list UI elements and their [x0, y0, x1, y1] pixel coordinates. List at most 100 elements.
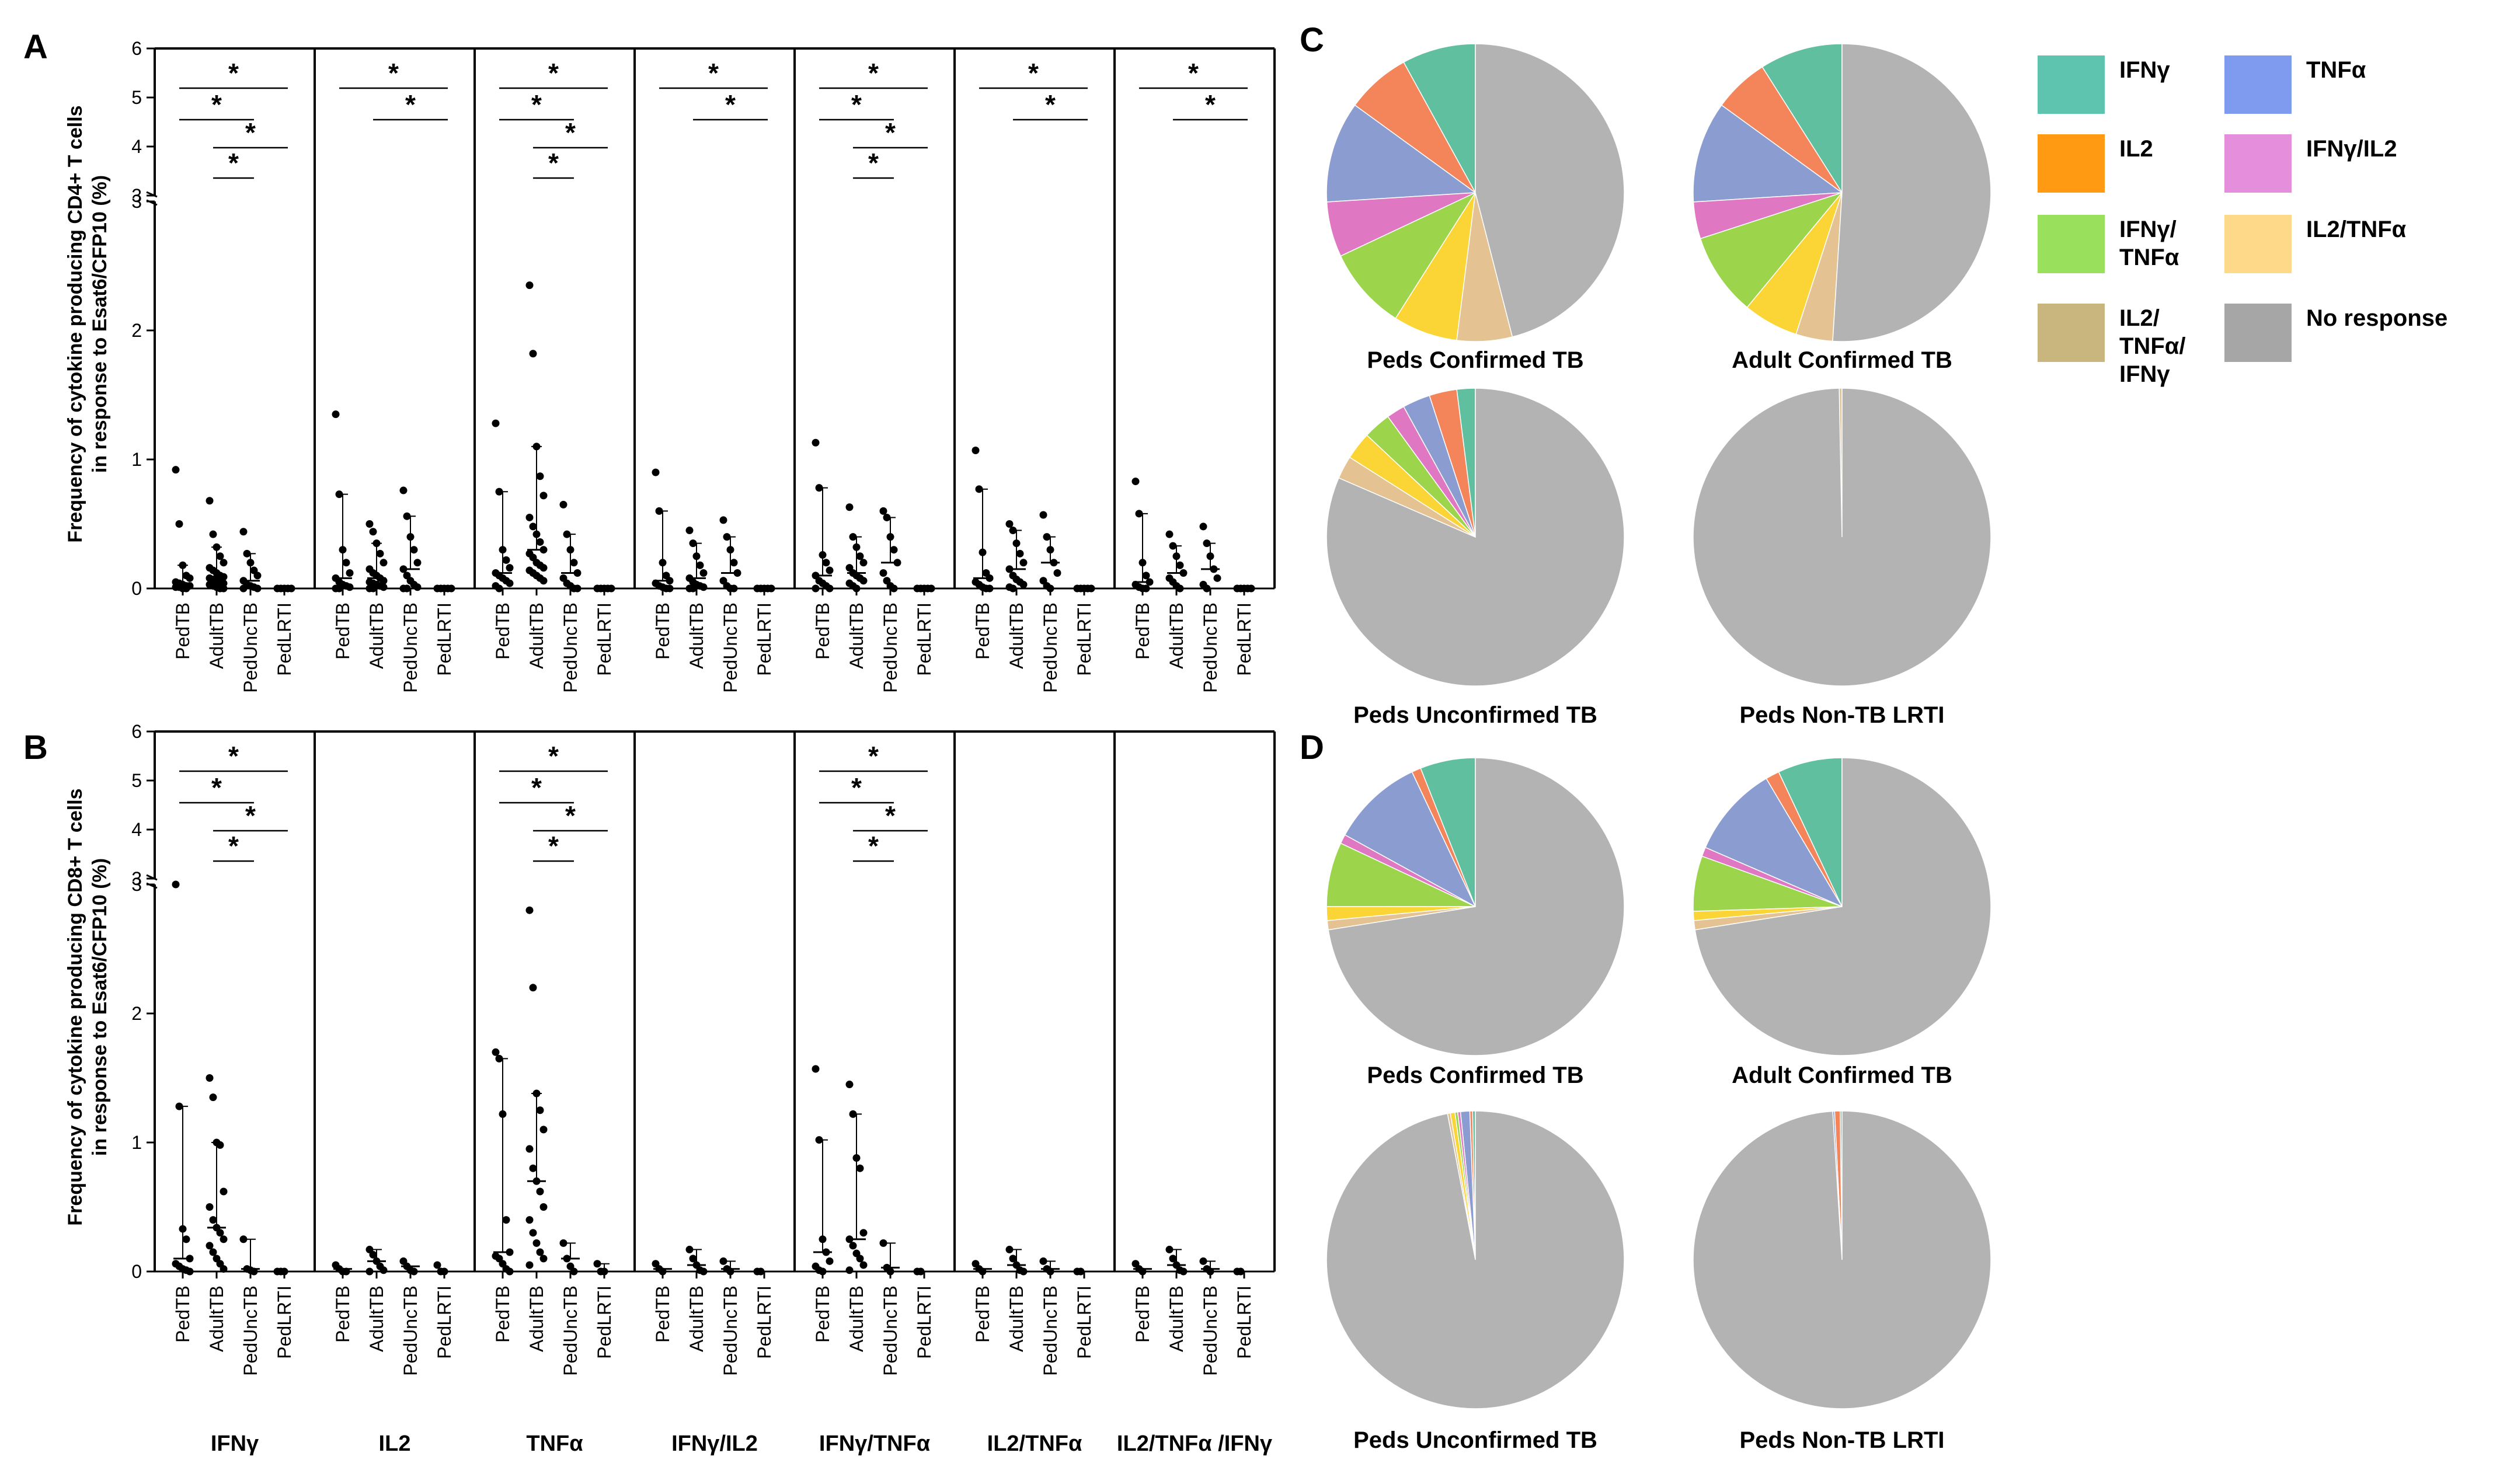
data-point-tnf — [499, 1110, 507, 1118]
pie-panel-d: Peds Confirmed TB Adult Confirmed TB Peds … — [1326, 757, 1991, 1453]
x-tick-label-adulttb: AdultTB — [206, 1286, 227, 1352]
x-tick-label-adulttb: AdultTB — [526, 602, 547, 669]
data-point-ifn — [287, 584, 295, 593]
y-tick-label: 0 — [131, 1261, 142, 1282]
significance-star: * — [388, 58, 399, 88]
data-point-il2-tnf-ifn — [1179, 1267, 1188, 1276]
pie-title-peds-unconfirmed-tb: Peds Unconfirmed TB — [1353, 702, 1597, 728]
data-point-tnf — [559, 500, 567, 508]
x-tick-label-adulttb: AdultTB — [1166, 602, 1187, 669]
data-point-ifn — [220, 584, 228, 593]
data-point-il2-tnf-ifn — [1138, 559, 1147, 567]
data-point-il2-tnf-ifn — [1176, 561, 1184, 569]
x-tick-label-adulttb: AdultTB — [1006, 1286, 1027, 1352]
significance-star: * — [851, 89, 862, 120]
significance-star: * — [405, 89, 416, 120]
data-point-ifn-tnf — [849, 1110, 857, 1118]
y-tick-label: 0 — [131, 578, 142, 599]
data-point-ifn-tnf — [845, 503, 854, 511]
data-point-il2-tnf — [1053, 569, 1061, 577]
data-point-tnf — [506, 1267, 514, 1276]
data-point-tnf — [532, 530, 541, 538]
data-point-tnf — [495, 487, 503, 496]
x-tick-label-adulttb: AdultTB — [686, 602, 707, 669]
x-tick-label-pedlrti: PedLRTI — [594, 1286, 615, 1359]
data-point-il2 — [403, 584, 411, 593]
y-axis-label-b-line1: Frequency of cytokine producing CD8+ T c… — [64, 788, 86, 1225]
data-point-tnf — [570, 559, 578, 567]
legend-swatch-ifn-il2 — [2224, 134, 2292, 193]
data-point-il2-tnf — [1019, 1267, 1028, 1276]
axis-break-mark — [146, 191, 158, 198]
pie-peds-unconfirmed-tb-slice-no-response — [1326, 1110, 1625, 1409]
data-point-ifn — [186, 1267, 194, 1276]
y-axis-label-a-line2: in response to Esat6/CFP10 (%) — [89, 175, 111, 473]
data-point-ifn-tnf — [819, 1235, 827, 1243]
data-point-il2-tnf — [1019, 559, 1028, 567]
x-tick-label-pedlrti: PedLRTI — [914, 602, 935, 676]
data-point-il2-tnf — [1046, 584, 1054, 593]
data-point-il2 — [369, 584, 377, 593]
pie-title-adult-confirmed-tb: Adult Confirmed TB — [1732, 1063, 1952, 1088]
significance-star: * — [885, 800, 896, 831]
data-point-tnf — [536, 1106, 544, 1114]
data-point-ifn-tnf — [883, 513, 891, 521]
x-tick-label-pedtb: PedTB — [492, 602, 513, 660]
x-tick-label-pedunctb: PedUncTB — [400, 602, 421, 693]
data-point-ifn — [216, 1141, 224, 1149]
data-point-tnf — [559, 1239, 567, 1247]
data-point-ifn — [209, 1093, 217, 1102]
panel-letter-d: D — [1300, 729, 1324, 767]
data-point-ifn-tnf — [917, 1267, 925, 1276]
x-tick-label-adulttb: AdultTB — [1166, 1286, 1187, 1352]
x-tick-label-pedtb: PedTB — [652, 602, 673, 660]
legend: IFNγ TNFα IL2 IFNγ/IL2 IFNγ/TNFα IL2/TNFα IL2/… — [2038, 55, 2447, 387]
legend-swatch-il2 — [2038, 134, 2105, 193]
data-point-il2-tnf-ifn — [1176, 584, 1184, 593]
significance-star: * — [868, 741, 879, 771]
panel-letter-a: A — [23, 28, 48, 66]
y-tick-label: 3 — [131, 185, 142, 206]
data-point-ifn-il2 — [730, 559, 738, 567]
y-tick-label: 5 — [131, 87, 142, 108]
x-tick-label-pedlrti: PedLRTI — [1234, 602, 1255, 676]
data-point-tnf — [529, 1164, 537, 1172]
data-point-tnf — [502, 556, 510, 564]
legend-swatch-ifn-tnf — [2038, 215, 2105, 273]
data-point-il2-tnf — [986, 574, 994, 582]
data-point-ifn — [175, 1102, 183, 1110]
data-point-il2-tnf-ifn — [1131, 478, 1140, 486]
x-tick-label-pedtb: PedTB — [172, 1286, 193, 1343]
x-tick-label-pedlrti: PedLRTI — [1234, 1286, 1255, 1359]
data-point-ifn-tnf — [859, 1261, 868, 1269]
data-point-ifn — [239, 528, 248, 536]
data-point-ifn-tnf — [845, 1081, 854, 1089]
axis-break-mark — [146, 874, 158, 881]
x-tick-label-pedtb: PedTB — [972, 1286, 993, 1343]
data-point-il2-tnf — [1005, 520, 1014, 528]
data-point-ifn-il2 — [719, 1257, 727, 1265]
cytokine-label-il2-tnf-ifn: IL2/TNFα /IFNγ — [1117, 1431, 1272, 1456]
data-point-ifn-tnf — [890, 546, 898, 554]
x-tick-label-pedunctb: PedUncTB — [240, 1286, 261, 1376]
data-point-il2-tnf-ifn — [1165, 1245, 1174, 1253]
data-point-ifn-il2 — [685, 1245, 694, 1253]
legend-label-il2-tnf-ifn: TNFα/ — [2119, 333, 2185, 359]
x-tick-label-pedunctb: PedUncTB — [560, 1286, 581, 1376]
significance-star: * — [548, 58, 559, 88]
x-tick-label-pedlrti: PedLRTI — [274, 602, 295, 676]
data-point-ifn-tnf — [826, 566, 834, 574]
y-tick-label: 6 — [131, 721, 142, 742]
data-point-tnf — [539, 577, 548, 585]
x-tick-label-pedlrti: PedLRTI — [1074, 1286, 1095, 1359]
data-point-il2-tnf-ifn — [1179, 569, 1188, 577]
significance-star: * — [531, 89, 542, 120]
data-point-il2-tnf — [1009, 527, 1017, 535]
legend-label-tnf: TNFα — [2306, 57, 2366, 83]
data-point-ifn-il2 — [726, 546, 734, 554]
panel-letter-b: B — [23, 729, 48, 767]
data-point-ifn-tnf — [852, 584, 861, 593]
data-point-ifn — [216, 552, 224, 560]
x-tick-label-pedunctb: PedUncTB — [560, 602, 581, 693]
data-point-il2 — [413, 583, 422, 591]
